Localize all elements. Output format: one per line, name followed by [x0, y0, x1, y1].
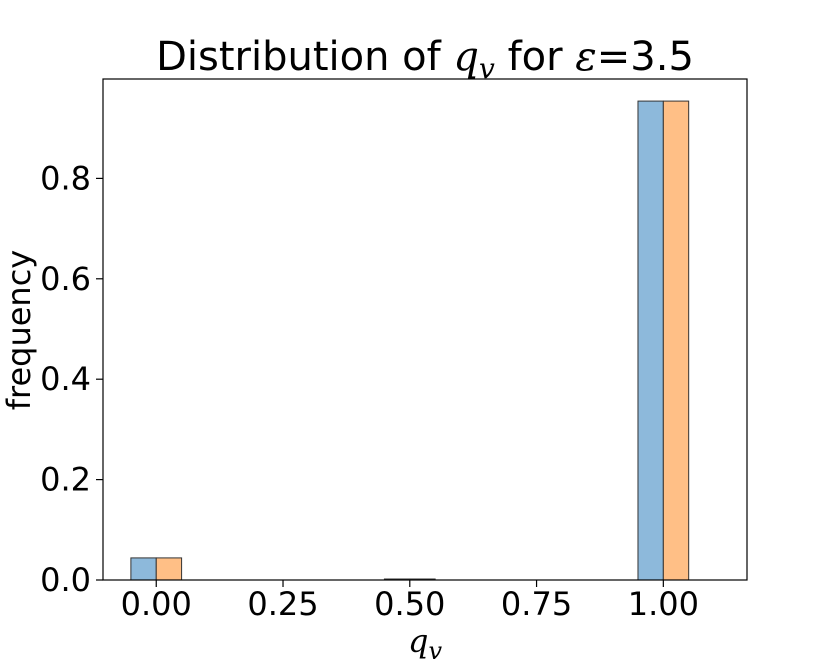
plot-frame	[102, 78, 748, 581]
y-tick-label: 0.4	[40, 360, 91, 398]
x-tick-label: 0.50	[374, 585, 445, 623]
x-tick-label: 0.25	[247, 585, 318, 623]
y-tick-label: 0.0	[40, 561, 91, 599]
x-tick-label: 0.75	[501, 585, 572, 623]
y-axis-ticks: 0.0 0.2 0.4 0.6 0.8	[40, 159, 103, 599]
x-axis-ticks: 0.00 0.25 0.50 0.75 1.00	[121, 580, 699, 623]
bars-layer	[130, 100, 690, 581]
bar-series-1-2	[637, 100, 664, 581]
bar-series-1-0	[130, 557, 157, 581]
chart-title: Distribution of qv for ε=3.5	[156, 34, 694, 85]
x-tick-label: 0.00	[121, 585, 192, 623]
bar-series-2-2	[662, 100, 690, 581]
x-axis-label: qv	[408, 622, 442, 664]
y-tick-label: 0.2	[40, 461, 91, 499]
y-tick-label: 0.6	[40, 260, 91, 298]
y-tick-label: 0.8	[40, 159, 91, 197]
x-tick-label: 1.00	[628, 585, 699, 623]
bar-series-2-0	[155, 557, 183, 581]
y-axis-label: frequency	[0, 250, 38, 411]
